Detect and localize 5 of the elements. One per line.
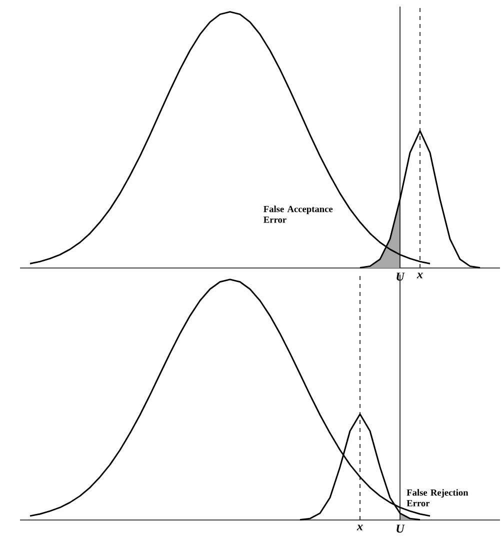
x-tick-label: x [356,524,363,530]
x-tick-label: U [396,524,405,533]
x-tick-label: x [416,272,423,278]
annotation: False Rejection Error [406,489,468,506]
annotation: False Acceptance Error [264,206,333,223]
